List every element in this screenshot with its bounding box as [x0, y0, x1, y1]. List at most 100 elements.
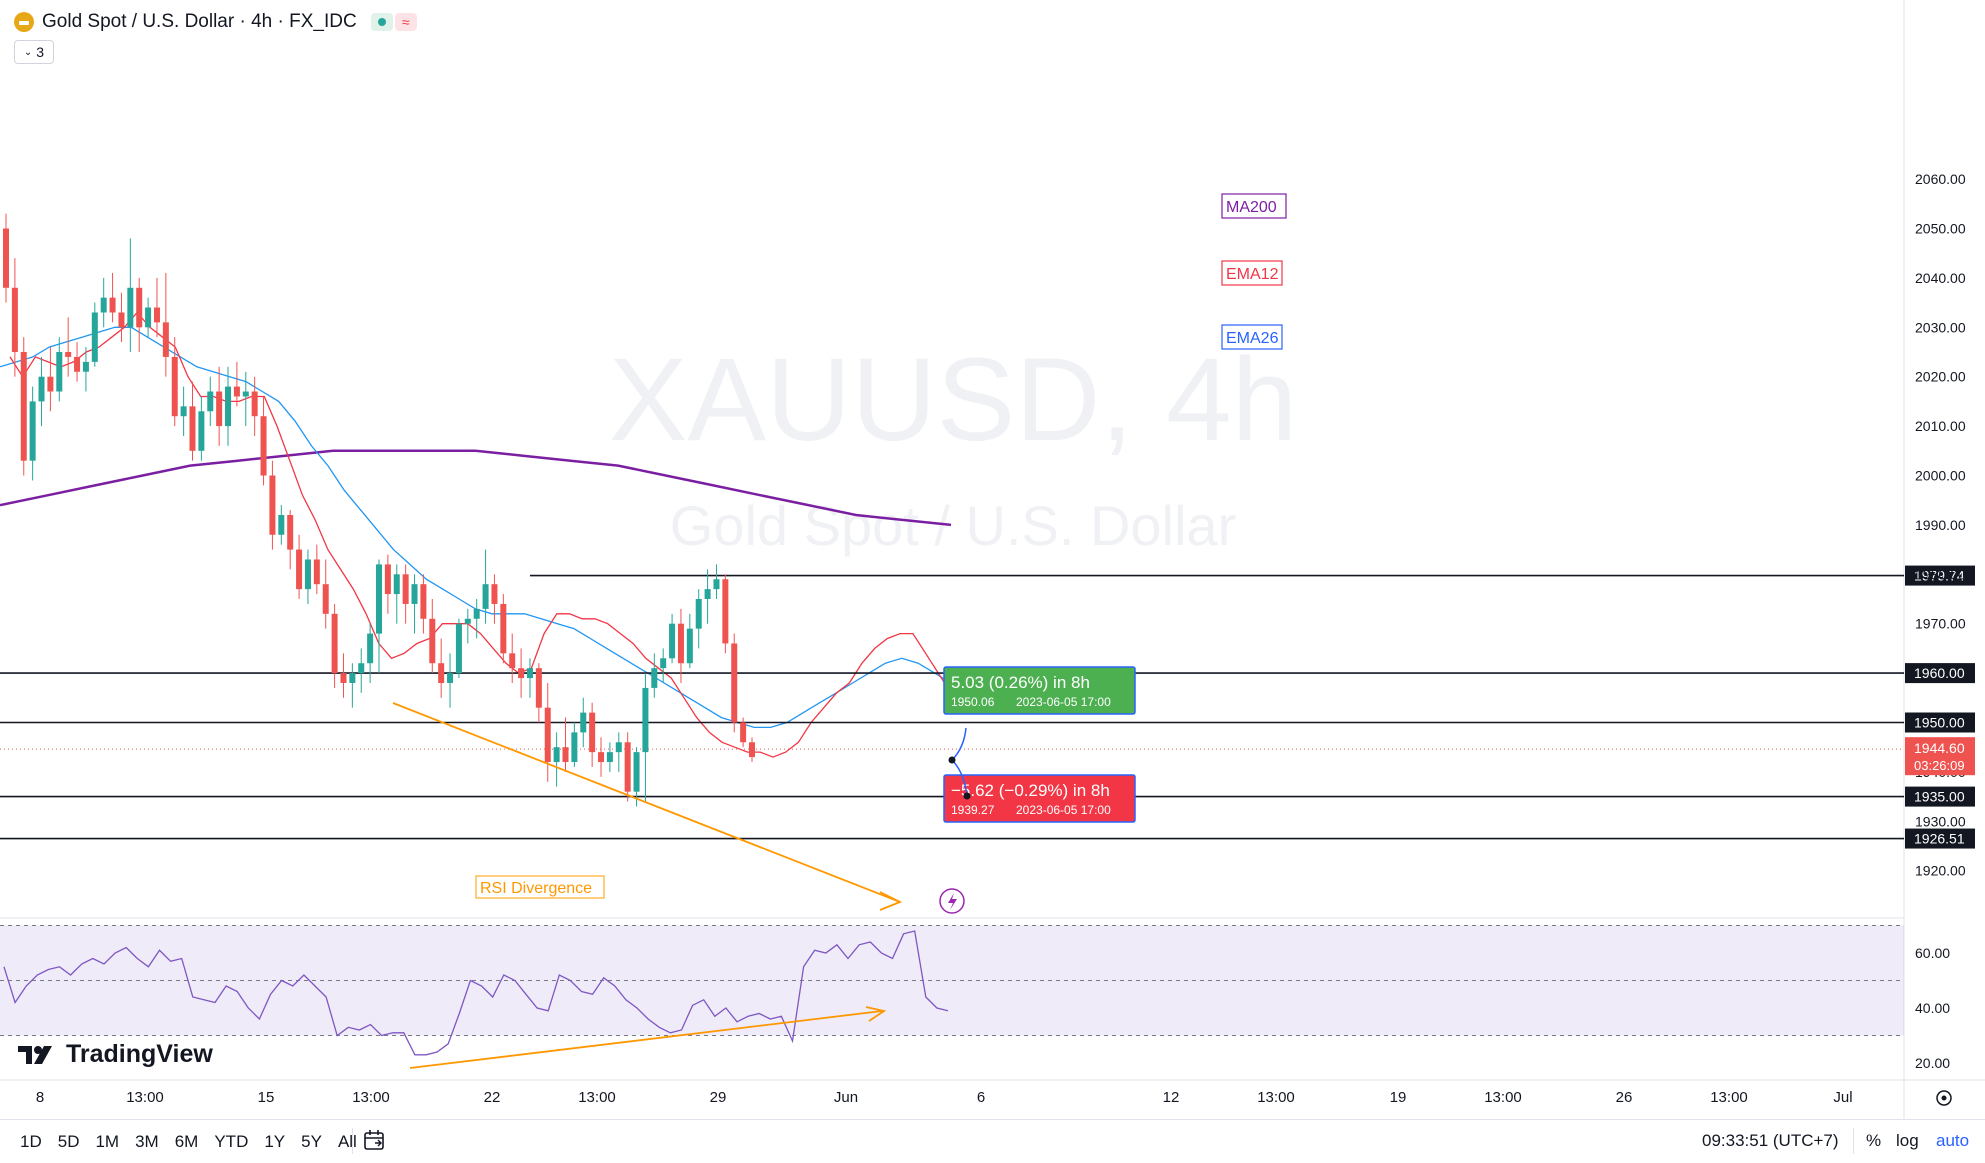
candle-body[interactable] [20, 352, 27, 461]
rsi-divergence-line[interactable] [409, 1010, 883, 1069]
candle-body[interactable] [65, 352, 72, 357]
candle-body[interactable] [509, 653, 516, 669]
candle-body[interactable] [153, 307, 160, 323]
divergence-label-box[interactable] [475, 875, 605, 899]
candle-body[interactable] [651, 668, 658, 688]
candle-body[interactable] [562, 747, 569, 763]
lightning-icon[interactable] [939, 888, 965, 914]
candle-body[interactable] [464, 618, 471, 624]
candle-body[interactable] [491, 584, 498, 604]
candle-body[interactable] [38, 376, 45, 402]
delay-icon[interactable]: ≈ [394, 13, 417, 31]
timeframe-ytd[interactable]: YTD [214, 1132, 249, 1151]
candle-body[interactable] [47, 376, 54, 392]
symbol-title[interactable]: Gold Spot / U.S. Dollar · 4h · FX_IDC [42, 11, 357, 32]
candle-body[interactable] [589, 712, 596, 753]
candle-body[interactable] [376, 564, 382, 634]
candle-body[interactable] [740, 722, 747, 743]
time-axis[interactable]: 8 13:00 15 13:00 22 13:00 29 Jun 6 12 13:00 19 13:00… [36, 1089, 1952, 1106]
candle-body[interactable] [278, 515, 285, 535]
candle-body[interactable] [91, 312, 98, 362]
candle-body[interactable] [686, 628, 693, 664]
candle-body[interactable] [162, 322, 169, 357]
candle-body[interactable] [296, 549, 303, 590]
candle-body[interactable] [358, 663, 365, 674]
candle-body[interactable] [29, 401, 36, 461]
candle-body[interactable] [544, 707, 551, 763]
candle-body[interactable] [482, 584, 489, 609]
legend-box[interactable] [1221, 193, 1287, 219]
projection-down-box[interactable] [943, 774, 1136, 823]
candle-body[interactable] [180, 406, 187, 417]
timeframe-1d[interactable]: 1D [20, 1132, 42, 1151]
candle-body[interactable] [100, 297, 107, 313]
candle-body[interactable] [677, 623, 684, 664]
candle-body[interactable] [251, 391, 258, 417]
percent-scale-toggle[interactable]: % [1866, 1131, 1882, 1150]
settings-gear-icon[interactable] [1936, 1090, 1952, 1106]
status-badges[interactable]: ≈ [370, 13, 417, 31]
timeframe-1m[interactable]: 1M [95, 1132, 120, 1151]
candle-body[interactable] [473, 608, 480, 619]
price-axis[interactable]: 2060.00 2050.00 2040.00 2030.00 2020.00 2010.… [1905, 171, 1975, 1071]
candle-body[interactable] [580, 712, 587, 733]
candle-body[interactable] [3, 228, 9, 288]
candle-body[interactable] [233, 386, 240, 397]
candle-body[interactable] [695, 599, 702, 629]
candle-body[interactable] [447, 673, 454, 683]
candle-body[interactable] [269, 475, 276, 535]
candle-body[interactable] [429, 618, 436, 664]
candle-body[interactable] [526, 668, 533, 679]
candle-body[interactable] [11, 287, 18, 352]
candle-body[interactable] [411, 584, 418, 604]
timeframe-5d[interactable]: 5D [57, 1132, 80, 1151]
candle-body[interactable] [722, 579, 729, 644]
candle-body[interactable] [633, 752, 640, 792]
candle-body[interactable] [420, 584, 427, 619]
candle-body[interactable] [455, 623, 462, 674]
candle-body[interactable] [749, 742, 755, 758]
clock-timezone[interactable]: 09:33:51 (UTC+7) [1702, 1131, 1839, 1150]
candle-body[interactable] [322, 584, 329, 614]
candle-body[interactable] [225, 386, 232, 427]
candle-body[interactable] [402, 574, 409, 604]
log-scale-toggle[interactable]: log [1896, 1131, 1919, 1150]
rsi-pane[interactable] [0, 925, 1904, 1069]
candle-body[interactable] [731, 643, 738, 723]
market-open-icon[interactable] [370, 13, 393, 31]
candle-body[interactable] [109, 297, 116, 313]
candle-body[interactable] [367, 633, 374, 664]
candle-body[interactable] [313, 559, 320, 585]
candle-body[interactable] [207, 391, 214, 412]
candle-body[interactable] [216, 391, 223, 427]
timeframe-3m[interactable]: 3M [135, 1132, 159, 1151]
candle-body[interactable] [242, 391, 249, 397]
calendar-icon[interactable] [362, 1128, 386, 1152]
candle-body[interactable] [669, 623, 676, 659]
candle-body[interactable] [624, 742, 631, 792]
candle-body[interactable] [500, 603, 507, 654]
legend-box[interactable] [1221, 324, 1283, 350]
candle-body[interactable] [145, 307, 152, 328]
candle-body[interactable] [127, 287, 134, 328]
candle-body[interactable] [82, 361, 89, 372]
current-price-badge[interactable] [1905, 737, 1975, 776]
candle-body[interactable] [553, 747, 560, 763]
candle-body[interactable] [606, 752, 613, 763]
candle-body[interactable] [518, 668, 525, 679]
indicators-toggle[interactable]: ⌄ 3 [14, 40, 54, 64]
candle-body[interactable] [74, 356, 81, 372]
legend-box[interactable] [1221, 260, 1283, 286]
candle-body[interactable] [189, 406, 196, 451]
timeframe-1y[interactable]: 1Y [264, 1132, 286, 1151]
divergence-trendline[interactable] [392, 702, 901, 903]
candle-body[interactable] [349, 673, 356, 683]
candle-body[interactable] [340, 673, 347, 683]
timeframe-buttons[interactable]: 1D 5D 1M 3M 6M YTD 1Y 5Y All [12, 1130, 365, 1154]
timeframe-5y[interactable]: 5Y [301, 1132, 322, 1151]
candle-body[interactable] [642, 687, 649, 753]
rsi-line[interactable] [3, 930, 949, 1056]
annotations[interactable]: RSI Divergence MA200 EMA12 EMA26 5.03 (0.26%… [392, 193, 1287, 914]
candle-body[interactable] [287, 515, 294, 550]
timeframe-all[interactable]: All [337, 1132, 357, 1151]
